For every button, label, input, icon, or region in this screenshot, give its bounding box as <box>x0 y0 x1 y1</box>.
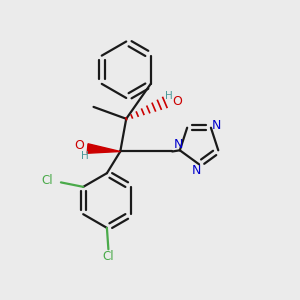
Text: N: N <box>174 138 183 151</box>
Polygon shape <box>87 144 120 153</box>
Text: H: H <box>165 91 173 101</box>
Text: O: O <box>74 139 84 152</box>
Text: Cl: Cl <box>103 250 114 263</box>
Text: N: N <box>212 119 222 132</box>
Text: H: H <box>81 151 88 161</box>
Text: Cl: Cl <box>42 174 53 187</box>
Text: O: O <box>172 95 182 108</box>
Text: N: N <box>192 164 201 177</box>
